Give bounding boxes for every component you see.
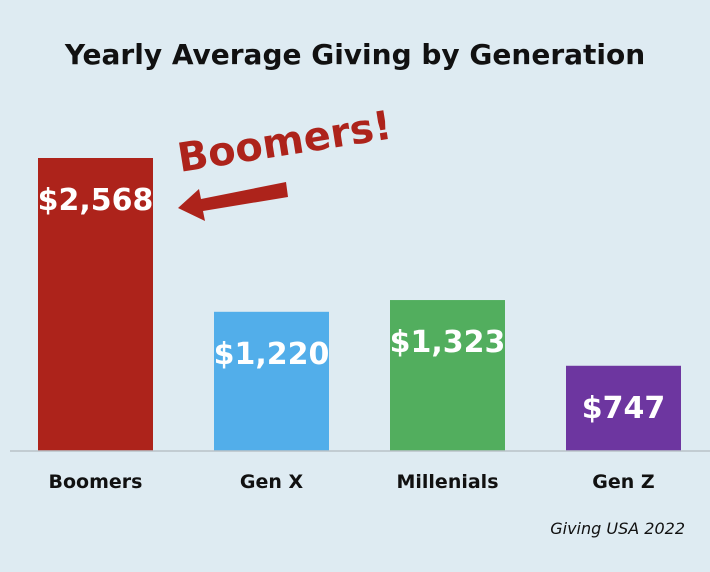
source-note: Giving USA 2022 <box>550 519 685 538</box>
bar-gen-x <box>214 311 329 451</box>
annotation-arrow <box>178 182 288 221</box>
value-label-gen-z: $747 <box>582 391 666 426</box>
bar-millenials <box>390 300 505 451</box>
bar-boomers <box>38 158 153 451</box>
chart-title: Yearly Average Giving by Generation <box>64 38 645 71</box>
value-label-millenials: $1,323 <box>390 325 506 360</box>
annotation-text: Boomers! <box>174 103 395 182</box>
category-label-millenials: Millenials <box>396 471 498 493</box>
bars-group <box>38 158 681 451</box>
boomers-annotation: Boomers! <box>174 103 395 221</box>
value-label-boomers: $2,568 <box>38 183 154 218</box>
category-label-boomers: Boomers <box>49 471 143 493</box>
category-label-gen-z: Gen Z <box>592 471 654 493</box>
category-labels-group: Boomers Gen X Millenials Gen Z <box>49 471 655 493</box>
value-label-gen-x: $1,220 <box>214 337 330 372</box>
value-labels-group: $2,568 $1,220 $1,323 $747 <box>38 183 666 426</box>
bar-gen-z <box>566 365 681 451</box>
category-label-gen-x: Gen X <box>240 471 304 493</box>
